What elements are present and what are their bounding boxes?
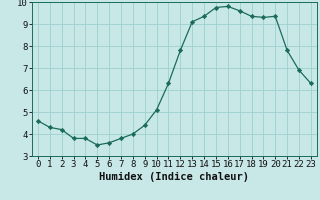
X-axis label: Humidex (Indice chaleur): Humidex (Indice chaleur) — [100, 172, 249, 182]
